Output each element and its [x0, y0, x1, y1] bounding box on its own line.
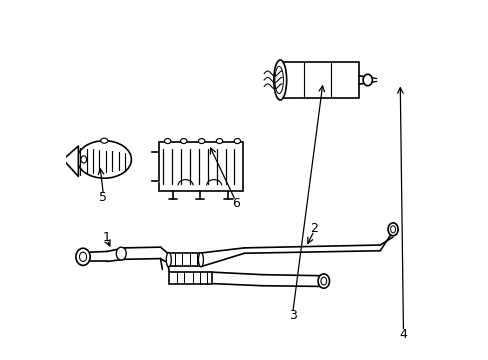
Ellipse shape — [198, 252, 203, 267]
Ellipse shape — [180, 139, 186, 144]
Ellipse shape — [363, 74, 372, 86]
Bar — [159, 143, 242, 191]
Polygon shape — [151, 152, 159, 181]
Ellipse shape — [166, 252, 171, 267]
Ellipse shape — [216, 139, 222, 144]
Bar — [280, 62, 358, 98]
Ellipse shape — [234, 139, 240, 144]
Ellipse shape — [164, 139, 171, 144]
Ellipse shape — [387, 223, 397, 236]
Ellipse shape — [273, 60, 286, 100]
Text: 1: 1 — [103, 231, 111, 244]
Text: 3: 3 — [288, 309, 296, 322]
Text: 6: 6 — [231, 197, 239, 210]
Ellipse shape — [116, 247, 126, 260]
Polygon shape — [63, 146, 78, 176]
Text: 5: 5 — [99, 191, 107, 204]
Ellipse shape — [317, 274, 329, 288]
Bar — [169, 272, 212, 284]
Ellipse shape — [81, 156, 86, 163]
Text: 4: 4 — [399, 328, 407, 341]
Bar — [167, 253, 201, 266]
Text: 2: 2 — [309, 222, 318, 235]
Ellipse shape — [101, 138, 108, 143]
Ellipse shape — [76, 248, 90, 265]
Ellipse shape — [77, 141, 131, 178]
Ellipse shape — [198, 139, 204, 144]
